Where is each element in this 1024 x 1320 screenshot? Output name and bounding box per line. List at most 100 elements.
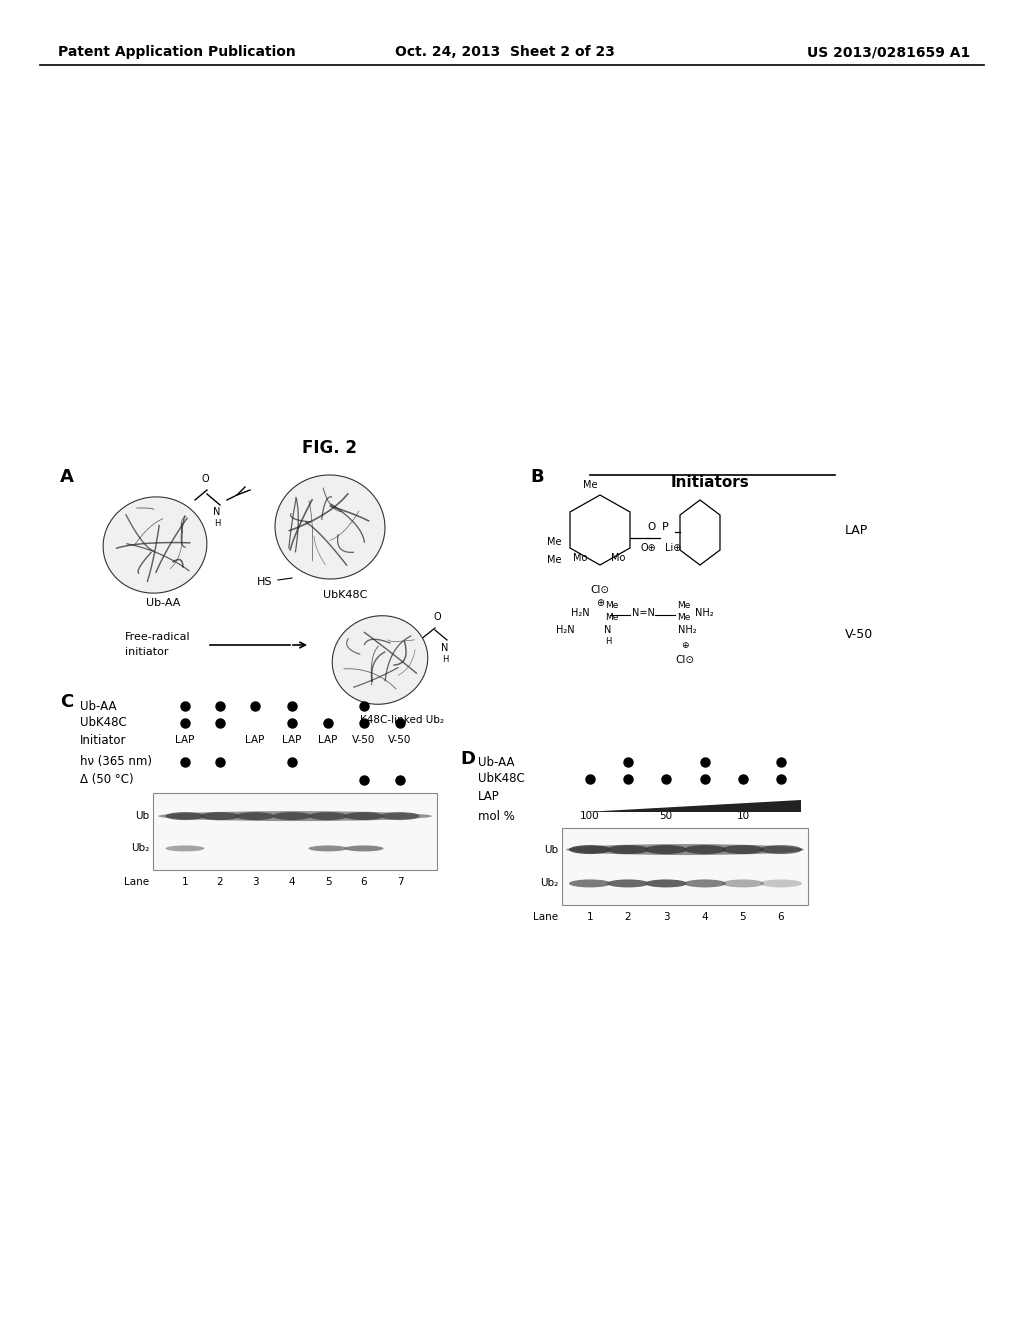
Text: V-50: V-50 <box>388 735 412 744</box>
Text: P: P <box>662 521 669 532</box>
Text: UbK48C: UbK48C <box>80 717 127 730</box>
Ellipse shape <box>272 812 311 820</box>
Ellipse shape <box>645 879 687 887</box>
Ellipse shape <box>236 812 274 820</box>
Text: 6: 6 <box>777 912 784 921</box>
Ellipse shape <box>722 845 764 854</box>
Text: LAP: LAP <box>478 789 500 803</box>
Bar <box>562 828 808 906</box>
Text: Me: Me <box>677 614 690 623</box>
Text: 1: 1 <box>181 876 188 887</box>
Text: H: H <box>441 655 449 664</box>
Text: 6: 6 <box>360 876 368 887</box>
Text: N: N <box>213 507 221 517</box>
Bar <box>153 793 437 870</box>
Ellipse shape <box>684 879 726 887</box>
Text: Cl⊙: Cl⊙ <box>591 585 609 595</box>
Ellipse shape <box>684 845 726 854</box>
Text: Ub-AA: Ub-AA <box>145 598 180 609</box>
Text: Me: Me <box>605 601 618 610</box>
Text: O: O <box>433 612 440 622</box>
Ellipse shape <box>308 812 347 820</box>
Ellipse shape <box>166 812 205 820</box>
Text: 5: 5 <box>325 876 332 887</box>
Text: Initiators: Initiators <box>671 475 750 490</box>
Polygon shape <box>585 800 801 812</box>
Ellipse shape <box>607 845 649 854</box>
Text: Initiator: Initiator <box>80 734 127 747</box>
Text: N=N: N=N <box>632 609 655 618</box>
Text: K48C-linked Ub₂: K48C-linked Ub₂ <box>360 715 444 725</box>
Text: H: H <box>214 519 220 528</box>
Text: A: A <box>60 469 74 486</box>
Text: UbK48C: UbK48C <box>323 590 368 601</box>
Text: hν (365 nm): hν (365 nm) <box>80 755 152 768</box>
Text: Lane: Lane <box>532 912 558 921</box>
Text: Patent Application Publication: Patent Application Publication <box>58 45 296 59</box>
Ellipse shape <box>645 845 687 854</box>
Ellipse shape <box>332 615 428 705</box>
Text: Ub₂: Ub₂ <box>131 843 150 854</box>
Text: H₂N: H₂N <box>571 609 590 618</box>
Text: Cl⊙: Cl⊙ <box>676 655 694 665</box>
Text: Ub-AA: Ub-AA <box>478 755 514 768</box>
Text: H₂N: H₂N <box>556 624 575 635</box>
Ellipse shape <box>166 845 205 851</box>
Text: C: C <box>60 693 74 711</box>
Text: Ub₂: Ub₂ <box>540 878 558 888</box>
Ellipse shape <box>201 812 240 820</box>
Ellipse shape <box>722 879 764 887</box>
Text: B: B <box>530 469 544 486</box>
Text: Mo: Mo <box>610 553 626 564</box>
Text: initiator: initiator <box>125 647 169 657</box>
Text: LAP: LAP <box>318 735 338 744</box>
Text: 4: 4 <box>701 912 709 921</box>
Text: FIG. 2: FIG. 2 <box>302 440 357 457</box>
Text: mol %: mol % <box>478 809 515 822</box>
Text: Ub-AA: Ub-AA <box>80 700 117 713</box>
Text: Ub: Ub <box>544 845 558 854</box>
Text: O⊕: O⊕ <box>640 543 656 553</box>
Text: NH₂: NH₂ <box>695 609 714 618</box>
Text: 100: 100 <box>581 810 600 821</box>
Text: V-50: V-50 <box>845 628 873 642</box>
Ellipse shape <box>344 812 384 820</box>
Ellipse shape <box>760 845 802 854</box>
Text: Me: Me <box>583 480 597 490</box>
Ellipse shape <box>103 496 207 593</box>
Ellipse shape <box>569 845 611 854</box>
Text: Li⊕: Li⊕ <box>665 543 681 553</box>
Text: LAP: LAP <box>845 524 868 536</box>
Text: O: O <box>648 521 656 532</box>
Ellipse shape <box>344 845 384 851</box>
Text: 10: 10 <box>736 810 750 821</box>
Text: 2: 2 <box>625 912 632 921</box>
Text: ⊕: ⊕ <box>596 598 604 609</box>
Ellipse shape <box>760 879 802 887</box>
Ellipse shape <box>381 812 420 820</box>
Text: O: O <box>201 474 209 484</box>
Text: ⊕: ⊕ <box>681 640 689 649</box>
Text: Me: Me <box>548 537 562 546</box>
Text: Mo: Mo <box>572 553 587 564</box>
Ellipse shape <box>158 810 432 821</box>
Text: Ub: Ub <box>135 810 150 821</box>
Text: LAP: LAP <box>246 735 264 744</box>
Ellipse shape <box>607 879 649 887</box>
Text: V-50: V-50 <box>352 735 376 744</box>
Text: LAP: LAP <box>175 735 195 744</box>
Ellipse shape <box>569 879 611 887</box>
Text: NH₂: NH₂ <box>678 624 696 635</box>
Text: UbK48C: UbK48C <box>478 772 524 785</box>
Ellipse shape <box>308 845 347 851</box>
Text: 3: 3 <box>663 912 670 921</box>
Text: LAP: LAP <box>283 735 302 744</box>
Text: 5: 5 <box>739 912 746 921</box>
Text: HS: HS <box>257 577 272 587</box>
Text: Free-radical: Free-radical <box>125 632 190 642</box>
Text: 3: 3 <box>252 876 258 887</box>
Ellipse shape <box>275 475 385 579</box>
Text: 1: 1 <box>587 912 593 921</box>
Text: N: N <box>441 643 449 653</box>
Text: 2: 2 <box>217 876 223 887</box>
